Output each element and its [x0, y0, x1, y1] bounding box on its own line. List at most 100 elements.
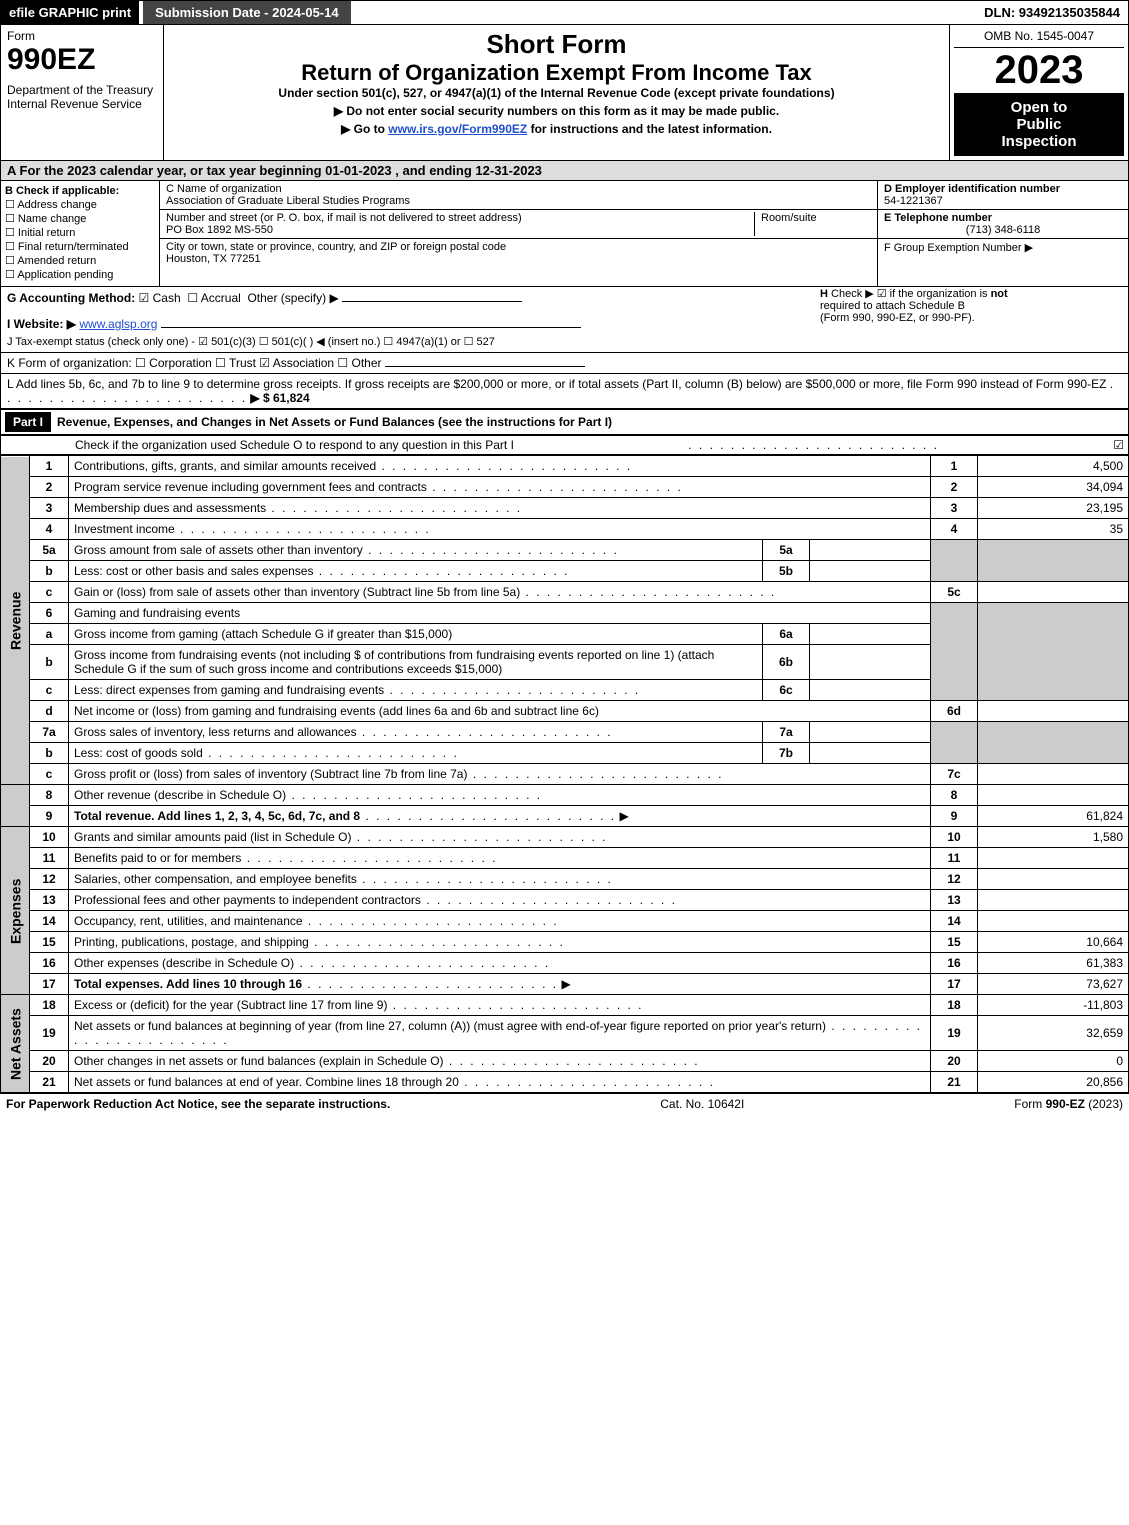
table-row: 15 Printing, publications, postage, and … [1, 932, 1129, 953]
footer-left: For Paperwork Reduction Act Notice, see … [6, 1097, 390, 1111]
form-number: 990EZ [7, 43, 157, 77]
table-row: 9 Total revenue. Add lines 1, 2, 3, 4, 5… [1, 806, 1129, 827]
l-amount: ▶ $ 61,824 [250, 391, 309, 405]
table-row: d Net income or (loss) from gaming and f… [1, 701, 1129, 722]
cb-initial-return[interactable]: Initial return [5, 226, 155, 239]
table-row: Net Assets 18 Excess or (deficit) for th… [1, 995, 1129, 1016]
form-header: Form 990EZ Department of the Treasury In… [0, 25, 1129, 160]
table-row: 8 Other revenue (describe in Schedule O)… [1, 785, 1129, 806]
footer: For Paperwork Reduction Act Notice, see … [0, 1093, 1129, 1114]
section-ghij: G Accounting Method: Cash Accrual Other … [0, 287, 1129, 353]
inspection-3: Inspection [960, 133, 1118, 150]
section-c: C Name of organization Association of Gr… [160, 181, 877, 286]
dept-label: Department of the Treasury Internal Reve… [7, 83, 157, 111]
subtitle: Under section 501(c), 527, or 4947(a)(1)… [172, 86, 941, 100]
i-label: I Website: ▶ [7, 317, 76, 331]
h-text2: required to attach Schedule B [820, 300, 1120, 312]
table-row: Expenses 10 Grants and similar amounts p… [1, 827, 1129, 848]
section-b: B Check if applicable: Address change Na… [1, 181, 160, 286]
table-row: 12 Salaries, other compensation, and emp… [1, 869, 1129, 890]
street-label: Number and street (or P. O. box, if mail… [166, 212, 522, 224]
header-center: Short Form Return of Organization Exempt… [164, 25, 949, 160]
line-a: A For the 2023 calendar year, or tax yea… [0, 160, 1129, 181]
table-row: 13 Professional fees and other payments … [1, 890, 1129, 911]
g-other-blank[interactable] [342, 301, 522, 302]
table-row: Revenue 1 Contributions, gifts, grants, … [1, 456, 1129, 477]
d-label: D Employer identification number [884, 183, 1060, 195]
org-name: Association of Graduate Liberal Studies … [166, 195, 410, 207]
part1-checkbox[interactable] [1113, 438, 1124, 452]
header-right: OMB No. 1545-0047 2023 Open to Public In… [949, 25, 1128, 160]
c-label: C Name of organization [166, 183, 282, 195]
efile-label: efile GRAPHIC print [1, 1, 139, 24]
line-val: 4,500 [978, 456, 1129, 477]
instruction-1: ▶ Do not enter social security numbers o… [172, 104, 941, 118]
cb-name-change[interactable]: Name change [5, 212, 155, 225]
inst2-pre: ▶ Go to [341, 122, 388, 136]
top-bar: efile GRAPHIC print Submission Date - 20… [0, 0, 1129, 25]
inst2-post: for instructions and the latest informat… [531, 122, 772, 136]
c-org-name-row: C Name of organization Association of Gr… [160, 181, 877, 210]
cb-application-pending[interactable]: Application pending [5, 268, 155, 281]
website-link[interactable]: www.aglsp.org [79, 317, 157, 331]
line-rno: 1 [931, 456, 978, 477]
city-label: City or town, state or province, country… [166, 241, 506, 253]
cb-address-change[interactable]: Address change [5, 198, 155, 211]
irs-link[interactable]: www.irs.gov/Form990EZ [388, 122, 527, 136]
part1-dots [688, 438, 939, 452]
street-value: PO Box 1892 MS-550 [166, 224, 273, 236]
submission-date: Submission Date - 2024-05-14 [143, 1, 351, 24]
footer-right: Form 990-EZ (2023) [1014, 1097, 1123, 1111]
j-row: J Tax-exempt status (check only one) - ☑… [7, 335, 1122, 348]
g-cash[interactable]: Cash [139, 291, 181, 305]
return-title: Return of Organization Exempt From Incom… [172, 60, 941, 86]
dln-number: DLN: 93492135035844 [984, 5, 1128, 20]
footer-center: Cat. No. 10642I [660, 1097, 744, 1111]
inspection-1: Open to [960, 99, 1118, 116]
room-label: Room/suite [761, 212, 817, 224]
h-box: H Check ▶ ☑ if the organization is not r… [820, 287, 1120, 324]
cb-final-return[interactable]: Final return/terminated [5, 240, 155, 253]
table-row: 7a Gross sales of inventory, less return… [1, 722, 1129, 743]
table-row: 5a Gross amount from sale of assets othe… [1, 540, 1129, 561]
table-row: c Gain or (loss) from sale of assets oth… [1, 582, 1129, 603]
table-row: 17 Total expenses. Add lines 10 through … [1, 974, 1129, 995]
table-row: 2 Program service revenue including gove… [1, 477, 1129, 498]
section-def: D Employer identification number 54-1221… [877, 181, 1128, 286]
table-row: 21 Net assets or fund balances at end of… [1, 1072, 1129, 1093]
city-value: Houston, TX 77251 [166, 253, 261, 265]
c-street-row: Number and street (or P. O. box, if mail… [160, 210, 877, 239]
inspection-2: Public [960, 116, 1118, 133]
form-label: Form [7, 29, 157, 43]
instruction-2: ▶ Go to www.irs.gov/Form990EZ for instru… [172, 122, 941, 136]
table-row: c Gross profit or (loss) from sales of i… [1, 764, 1129, 785]
lines-table: Revenue 1 Contributions, gifts, grants, … [0, 455, 1129, 1093]
i-underline [161, 327, 581, 328]
table-row: 20 Other changes in net assets or fund b… [1, 1051, 1129, 1072]
table-row: 16 Other expenses (describe in Schedule … [1, 953, 1129, 974]
line-no: 1 [30, 456, 69, 477]
g-accrual[interactable]: Accrual [187, 291, 240, 305]
table-row: 14 Occupancy, rent, utilities, and maint… [1, 911, 1129, 932]
short-form-title: Short Form [172, 29, 941, 60]
line-l: L Add lines 5b, 6c, and 7b to line 9 to … [0, 374, 1129, 409]
tax-year: 2023 [954, 48, 1124, 93]
table-row: 19 Net assets or fund balances at beginn… [1, 1016, 1129, 1051]
e-row: E Telephone number (713) 348-6118 [878, 210, 1128, 239]
part1-subtitle: Check if the organization used Schedule … [75, 438, 514, 452]
d-value: 54-1221367 [884, 195, 943, 207]
table-row: 3 Membership dues and assessments 3 23,1… [1, 498, 1129, 519]
cb-amended-return[interactable]: Amended return [5, 254, 155, 267]
table-row: 11 Benefits paid to or for members 11 [1, 848, 1129, 869]
f-row: F Group Exemption Number ▶ [878, 239, 1128, 256]
part1-subtitle-row: Check if the organization used Schedule … [0, 435, 1129, 455]
expenses-vertical-label: Expenses [1, 827, 30, 995]
e-value: (713) 348-6118 [884, 224, 1122, 236]
section-bcdef: B Check if applicable: Address change Na… [0, 181, 1129, 287]
e-label: E Telephone number [884, 212, 992, 224]
g-other: Other (specify) ▶ [247, 291, 338, 305]
part1-header-row: Part I Revenue, Expenses, and Changes in… [0, 409, 1129, 435]
b-title: B Check if applicable: [5, 185, 155, 197]
line-k: K Form of organization: ☐ Corporation ☐ … [0, 353, 1129, 374]
h-text3: (Form 990, 990-EZ, or 990-PF). [820, 312, 1120, 324]
